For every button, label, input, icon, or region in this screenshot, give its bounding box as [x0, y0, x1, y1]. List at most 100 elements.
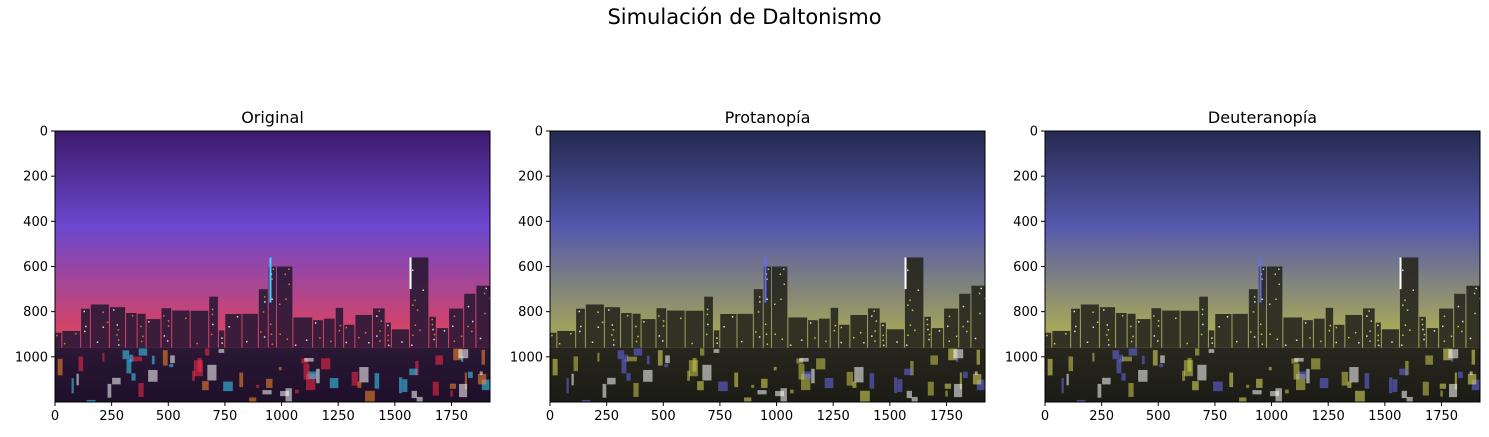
- window-light: [1366, 335, 1368, 337]
- window-light: [705, 333, 708, 336]
- window-light: [262, 311, 265, 313]
- building: [1363, 308, 1375, 348]
- water-reflection: [1102, 377, 1111, 385]
- building: [585, 304, 604, 348]
- y-tick-label: 600: [23, 260, 48, 275]
- water-reflection: [894, 377, 898, 394]
- building: [172, 310, 190, 348]
- water-reflection: [1467, 373, 1477, 385]
- building: [391, 329, 409, 348]
- water-reflection: [824, 377, 834, 389]
- window-light: [874, 330, 876, 332]
- window-light: [706, 313, 709, 316]
- water-reflection: [906, 390, 912, 399]
- window-light: [611, 334, 613, 336]
- building: [81, 308, 90, 348]
- water-reflection: [1229, 372, 1234, 388]
- building: [959, 293, 971, 348]
- window-light: [1377, 334, 1379, 337]
- window-light: [1406, 309, 1409, 311]
- window-light: [1450, 335, 1453, 338]
- building: [449, 308, 464, 348]
- water-reflection: [1138, 369, 1148, 382]
- window-light: [1377, 339, 1379, 342]
- y-tick-label: 200: [23, 170, 48, 185]
- building: [557, 330, 576, 348]
- water-reflection: [1187, 357, 1192, 372]
- window-light: [789, 344, 792, 346]
- water-reflection: [959, 372, 962, 390]
- x-tick-label: 750: [708, 409, 733, 424]
- building: [1381, 329, 1399, 348]
- building: [1099, 307, 1116, 348]
- water-reflection: [239, 372, 244, 388]
- water-reflection: [927, 381, 934, 396]
- building: [146, 319, 161, 348]
- water-reflection: [86, 399, 96, 402]
- building: [576, 308, 585, 348]
- water-reflection: [306, 373, 316, 391]
- window-light: [1202, 323, 1204, 326]
- window-light: [1320, 340, 1322, 343]
- window-light: [1201, 308, 1204, 311]
- window-light: [926, 318, 928, 321]
- window-light: [948, 340, 951, 343]
- x-tick-label: 1250: [1312, 409, 1345, 424]
- water-reflection: [962, 371, 968, 378]
- window-light: [978, 292, 981, 295]
- window-light: [1259, 323, 1262, 325]
- window-light: [1262, 268, 1265, 270]
- window-light: [907, 304, 909, 306]
- spire-light: [1399, 257, 1402, 290]
- spire-light: [904, 257, 907, 290]
- water-reflection: [802, 371, 812, 380]
- window-light: [1186, 342, 1188, 345]
- window-light: [1278, 283, 1280, 285]
- water-reflection: [1128, 348, 1138, 356]
- water-reflection: [78, 356, 84, 372]
- water-reflection: [948, 348, 958, 361]
- window-light: [1370, 320, 1373, 322]
- window-light: [1200, 333, 1203, 336]
- building: [1215, 314, 1232, 348]
- window-light: [1402, 334, 1404, 336]
- window-light: [611, 324, 614, 326]
- building: [737, 313, 753, 348]
- building: [293, 317, 313, 348]
- window-light: [765, 333, 768, 335]
- window-light: [1103, 309, 1105, 311]
- window-light: [905, 344, 908, 346]
- water-reflection: [854, 367, 864, 383]
- water-reflection: [953, 383, 963, 398]
- water-reflection: [192, 370, 195, 381]
- window-light: [387, 334, 389, 337]
- water-reflection: [852, 381, 857, 388]
- window-light: [580, 325, 582, 328]
- window-light: [118, 344, 120, 346]
- water-reflection: [633, 383, 639, 397]
- water-reflection: [617, 350, 625, 360]
- building: [1071, 308, 1080, 348]
- window-light: [911, 309, 914, 311]
- window-light: [757, 311, 760, 313]
- window-light: [863, 341, 865, 344]
- window-light: [1421, 318, 1423, 321]
- water-reflection: [718, 381, 728, 392]
- water-reflection: [700, 348, 705, 356]
- building: [1199, 296, 1208, 348]
- window-light: [422, 289, 425, 291]
- window-light: [1260, 333, 1263, 335]
- window-light: [871, 335, 873, 337]
- window-light: [1276, 338, 1279, 340]
- window-light: [800, 339, 803, 341]
- building: [1439, 308, 1454, 348]
- building: [904, 257, 924, 348]
- building: [109, 307, 126, 348]
- water-reflection: [1399, 368, 1408, 376]
- x-tick-label: 1500: [873, 409, 906, 424]
- window-light: [102, 326, 105, 328]
- window-light: [825, 340, 827, 343]
- water-reflection: [581, 399, 591, 402]
- window-light: [909, 299, 911, 301]
- building: [323, 318, 335, 348]
